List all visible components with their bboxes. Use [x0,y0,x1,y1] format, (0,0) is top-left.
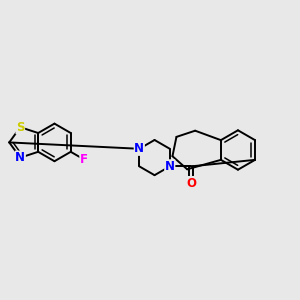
Text: N: N [134,142,144,155]
Text: N: N [165,160,175,173]
Text: O: O [186,177,196,190]
Text: F: F [80,153,88,166]
Text: N: N [15,151,25,164]
Text: S: S [16,121,25,134]
